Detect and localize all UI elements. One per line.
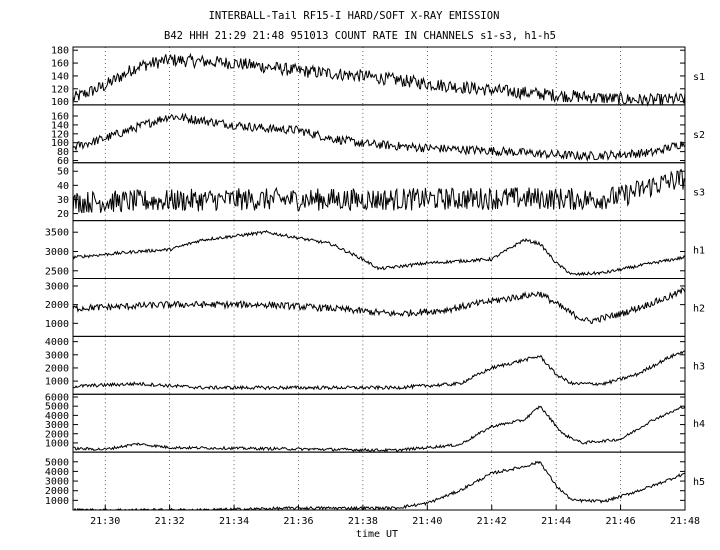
x-tick-label-0: 21:30 bbox=[90, 516, 120, 527]
y-tick-label-h4-4000: 4000 bbox=[45, 411, 69, 422]
y-tick-label-s1-100: 100 bbox=[51, 97, 69, 108]
series-line-s2 bbox=[72, 112, 686, 163]
panel-frame-s2 bbox=[72, 104, 686, 164]
series-line-h4 bbox=[72, 405, 686, 453]
y-tick-label-h2-2000: 2000 bbox=[45, 300, 69, 311]
panel-frame-h1 bbox=[72, 220, 686, 279]
x-tick-label-9: 21:48 bbox=[670, 516, 700, 527]
series-label-s1: s1 bbox=[693, 72, 705, 83]
series-label-h5: h5 bbox=[693, 477, 705, 488]
series-label-s2: s2 bbox=[693, 130, 705, 141]
y-tick-label-s2-100: 100 bbox=[51, 138, 69, 149]
series-label-h1: h1 bbox=[693, 246, 705, 257]
y-tick-label-h5-1000: 1000 bbox=[45, 496, 69, 507]
x-tick-label-6: 21:42 bbox=[477, 516, 507, 527]
y-tick-label-h4-2000: 2000 bbox=[45, 429, 69, 440]
y-tick-label-s2-120: 120 bbox=[51, 129, 69, 140]
y-tick-label-h4-5000: 5000 bbox=[45, 402, 69, 413]
y-tick-label-h2-1000: 1000 bbox=[45, 319, 69, 330]
y-tick-label-h5-3000: 3000 bbox=[45, 477, 69, 488]
y-tick-label-h3-3000: 3000 bbox=[45, 350, 69, 361]
series-label-h3: h3 bbox=[693, 361, 705, 372]
y-tick-label-h4-1000: 1000 bbox=[45, 438, 69, 449]
x-tick-label-5: 21:40 bbox=[412, 516, 442, 527]
series-label-h2: h2 bbox=[693, 303, 705, 314]
x-tick-label-7: 21:44 bbox=[541, 516, 571, 527]
series-line-h5 bbox=[73, 460, 686, 512]
y-tick-label-s1-160: 160 bbox=[51, 59, 69, 70]
y-tick-label-h3-2000: 2000 bbox=[45, 363, 69, 374]
y-tick-label-s1-120: 120 bbox=[51, 84, 69, 95]
y-tick-label-s2-80: 80 bbox=[57, 147, 69, 158]
series-line-s1 bbox=[72, 52, 686, 107]
x-tick-label-4: 21:38 bbox=[348, 516, 378, 527]
y-tick-label-h5-2000: 2000 bbox=[45, 486, 69, 497]
y-tick-label-h5-4000: 4000 bbox=[45, 467, 69, 478]
y-tick-label-s3-50: 50 bbox=[57, 167, 69, 178]
x-axis-label: time UT bbox=[356, 529, 398, 540]
series-label-h4: h4 bbox=[693, 419, 705, 430]
x-axis: 21:30 21:32 21:34 21:36 21:38 21:40 21:42 21:44… bbox=[90, 505, 700, 527]
y-tick-label-s1-180: 180 bbox=[51, 46, 69, 57]
series-line-s3 bbox=[72, 168, 686, 214]
y-tick-label-s2-60: 60 bbox=[57, 156, 69, 167]
y-tick-label-h1-2500: 2500 bbox=[45, 266, 69, 277]
y-tick-label-h3-4000: 4000 bbox=[45, 337, 69, 348]
y-tick-label-h4-3000: 3000 bbox=[45, 420, 69, 431]
panel-frame-h4 bbox=[72, 393, 686, 453]
x-tick-label-3: 21:36 bbox=[283, 516, 313, 527]
y-tick-label-h4-6000: 6000 bbox=[45, 393, 69, 404]
panel-frame-h5 bbox=[72, 451, 686, 511]
series-label-s3: s3 bbox=[693, 188, 705, 199]
y-tick-label-h1-3500: 3500 bbox=[45, 228, 69, 239]
series-line-h3 bbox=[72, 350, 686, 391]
panel-frame-s3 bbox=[72, 162, 686, 222]
y-tick-label-s3-40: 40 bbox=[57, 181, 69, 192]
y-tick-label-h1-3000: 3000 bbox=[45, 247, 69, 258]
x-tick-label-8: 21:46 bbox=[606, 516, 636, 527]
y-tick-label-h2-3000: 3000 bbox=[45, 281, 69, 292]
y-tick-label-s1-140: 140 bbox=[51, 71, 69, 82]
series-line-h2 bbox=[72, 287, 686, 325]
y-tick-label-s3-30: 30 bbox=[57, 195, 69, 206]
y-tick-label-s2-140: 140 bbox=[51, 120, 69, 131]
y-tick-label-s3-20: 20 bbox=[57, 209, 69, 220]
y-tick-label-h5-5000: 5000 bbox=[45, 457, 69, 468]
x-tick-label-2: 21:34 bbox=[219, 516, 249, 527]
y-tick-label-h3-1000: 1000 bbox=[45, 377, 69, 388]
series-line-h1 bbox=[72, 229, 686, 277]
x-tick-label-1: 21:32 bbox=[155, 516, 185, 527]
chart-title: INTERBALL-Tail RF15-I HARD/SOFT X-RAY EM… bbox=[209, 10, 500, 22]
chart-subtitle: B42 HHH 21:29 21:48 951013 COUNT RATE IN… bbox=[164, 30, 556, 42]
panel-frame-h2 bbox=[72, 278, 686, 337]
panels: 100120140160180s16080100120140160s220304… bbox=[45, 46, 705, 512]
y-tick-label-s2-160: 160 bbox=[51, 112, 69, 123]
